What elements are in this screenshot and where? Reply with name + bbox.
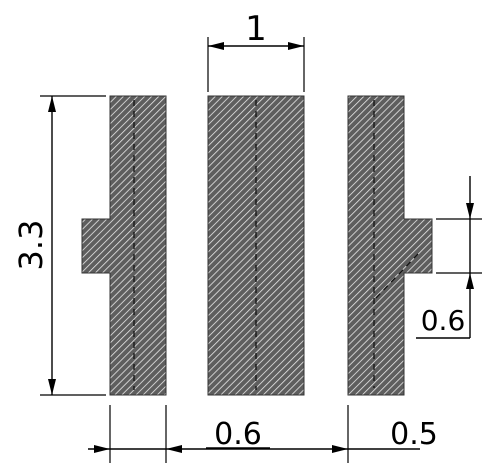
left-section-shape	[81, 95, 167, 396]
left-arrow-bottom	[48, 379, 56, 395]
bottom-gap-label: 0.6	[214, 417, 262, 452]
bottom-width-label: 0.5	[390, 417, 438, 452]
right-notch-arrow-bottom	[466, 273, 474, 289]
left-height-label: 3.3	[12, 220, 50, 271]
right-section-shape	[347, 95, 433, 396]
right-notch-label: 0.6	[421, 304, 466, 337]
top-arrow-left	[208, 42, 224, 50]
right-section-hidden-line	[373, 100, 419, 388]
top-arrow-right	[288, 42, 304, 50]
bottom-arrow-1	[94, 445, 110, 453]
right-notch-arrow-top	[466, 203, 474, 219]
bottom-arrow-3	[332, 445, 348, 453]
bottom-arrow-2	[166, 445, 182, 453]
left-arrow-top	[48, 96, 56, 112]
top-width-label: 1	[245, 9, 267, 49]
